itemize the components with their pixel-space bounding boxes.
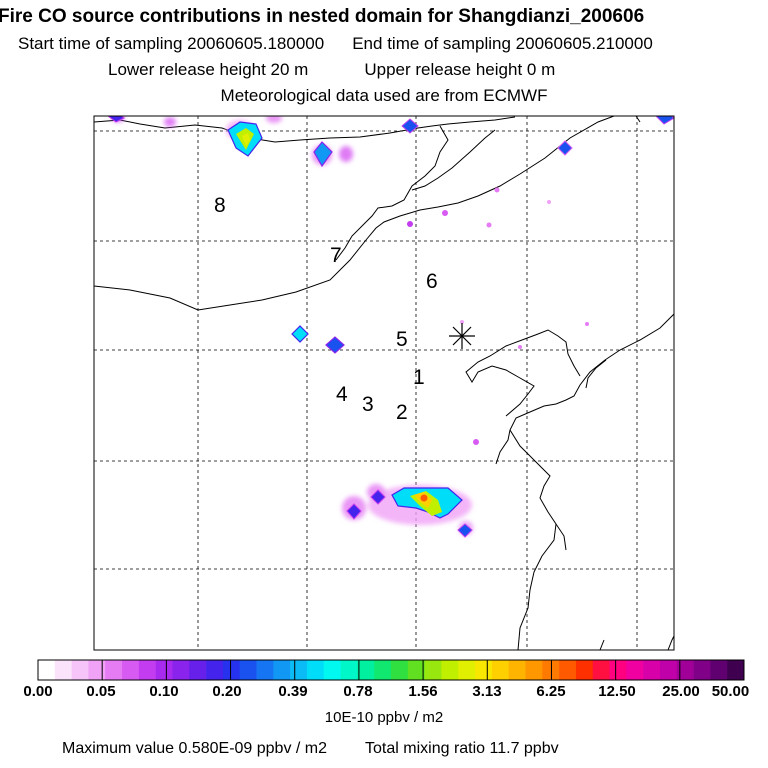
release-label: 6 bbox=[426, 270, 438, 293]
colorbar-swatch bbox=[357, 660, 375, 680]
colorbar-tick-label: 25.00 bbox=[662, 683, 700, 700]
colorbar-swatch bbox=[475, 660, 493, 680]
colorbar-tick-label: 1.56 bbox=[408, 683, 438, 700]
colorbar-tick-label: 0.00 bbox=[23, 683, 53, 700]
start-time: Start time of sampling 20060605.180000 bbox=[18, 34, 325, 53]
receptor-star-icon bbox=[449, 323, 475, 349]
colorbar-tick-label: 0.20 bbox=[212, 683, 242, 700]
colorbar-tick-label: 0.39 bbox=[278, 683, 308, 700]
colorbar-swatch bbox=[525, 660, 543, 680]
colorbar-swatch bbox=[659, 660, 678, 680]
release-label: 8 bbox=[214, 194, 226, 217]
release-label: 4 bbox=[336, 383, 348, 406]
map-content: 1 2 3 4 5 6 7 8 bbox=[94, 116, 674, 650]
colorbar-swatch bbox=[491, 660, 509, 680]
colorbar-tick-label: 6.25 bbox=[536, 683, 566, 700]
colorbar-swatch bbox=[424, 660, 442, 680]
colorbar-swatch bbox=[105, 660, 123, 680]
met-data-source: Meteorological data used are from ECMWF bbox=[220, 86, 548, 105]
coastlines bbox=[94, 116, 674, 650]
lat-lon-grid bbox=[94, 116, 674, 650]
contribution-plumes bbox=[107, 116, 674, 538]
colorbar-swatch bbox=[306, 660, 325, 680]
colorbar-swatch bbox=[155, 660, 173, 680]
summary-footer: Maximum value 0.580E-09 ppbv / m2 Total m… bbox=[62, 740, 559, 758]
colorbar-swatch bbox=[592, 660, 610, 680]
colorbar-tick-label: 50.00 bbox=[711, 683, 750, 700]
colorbar-tick-label: 3.13 bbox=[472, 683, 502, 700]
sampling-times: Start time of sampling 20060605.180000 En… bbox=[18, 34, 768, 54]
colorbar-swatch bbox=[206, 660, 224, 680]
release-heights: Lower release height 20 m Upper release h… bbox=[108, 60, 768, 80]
colorbar-swatch bbox=[256, 660, 274, 680]
colorbar-swatch bbox=[138, 660, 156, 680]
end-time: End time of sampling 20060605.210000 bbox=[352, 34, 653, 53]
colorbar-swatch bbox=[727, 660, 745, 680]
colorbar-swatch bbox=[575, 660, 594, 680]
colorbar-swatch bbox=[676, 660, 694, 680]
colorbar-tick-label: 0.05 bbox=[86, 683, 116, 700]
release-label: 5 bbox=[396, 328, 408, 351]
colorbar-swatch bbox=[54, 660, 72, 680]
colorbar-tick-label: 12.50 bbox=[598, 683, 636, 700]
colorbar-swatch bbox=[273, 660, 291, 680]
colorbar-swatch bbox=[710, 660, 728, 680]
colorbar-swatch bbox=[542, 660, 560, 680]
colorbar-swatch bbox=[508, 660, 526, 680]
colorbar-swatch bbox=[693, 660, 711, 680]
colorbar-swatch bbox=[559, 660, 577, 680]
colorbar-swatch bbox=[458, 660, 476, 680]
colorbar-tick-label: 0.10 bbox=[149, 683, 179, 700]
colorbar-swatch bbox=[290, 660, 308, 680]
colorbar-swatch bbox=[374, 660, 392, 680]
release-label: 2 bbox=[396, 401, 408, 424]
colorbar-swatch bbox=[323, 660, 341, 680]
colorbar-swatch bbox=[441, 660, 459, 680]
colorbar bbox=[37, 659, 745, 681]
colorbar-swatch bbox=[643, 660, 661, 680]
colorbar-swatch bbox=[172, 660, 190, 680]
colorbar-swatch bbox=[609, 660, 627, 680]
colorbar-swatch bbox=[88, 660, 106, 680]
upper-release-height: Upper release height 0 m bbox=[364, 60, 556, 79]
colorbar-swatch bbox=[189, 660, 207, 680]
colorbar-swatch bbox=[407, 660, 425, 680]
release-label: 7 bbox=[330, 244, 342, 267]
colorbar-swatch bbox=[340, 660, 358, 680]
colorbar-swatch bbox=[122, 660, 140, 680]
colorbar-swatch bbox=[626, 660, 644, 680]
colorbar-swatch bbox=[38, 660, 56, 680]
total-mixing-ratio: Total mixing ratio 11.7 ppbv bbox=[365, 740, 559, 757]
colorbar-swatch bbox=[222, 660, 241, 680]
colorbar-swatch bbox=[71, 660, 89, 680]
colorbar-swatch bbox=[391, 660, 409, 680]
colorbar-tick-label: 0.78 bbox=[343, 683, 373, 700]
release-labels: 1 2 3 4 5 6 7 8 bbox=[214, 194, 438, 424]
map-frame bbox=[93, 115, 675, 651]
release-label: 1 bbox=[413, 366, 425, 389]
colorbar-units: 10E-10 ppbv / m2 bbox=[324, 709, 444, 726]
release-label: 3 bbox=[362, 393, 374, 416]
colorbar-swatch bbox=[239, 660, 257, 680]
colorbar-frame bbox=[37, 659, 745, 681]
lower-release-height: Lower release height 20 m bbox=[108, 60, 309, 79]
chart-title: Fire CO source contributions in nested d… bbox=[0, 6, 645, 27]
maximum-value: Maximum value 0.580E-09 ppbv / m2 bbox=[62, 740, 328, 757]
